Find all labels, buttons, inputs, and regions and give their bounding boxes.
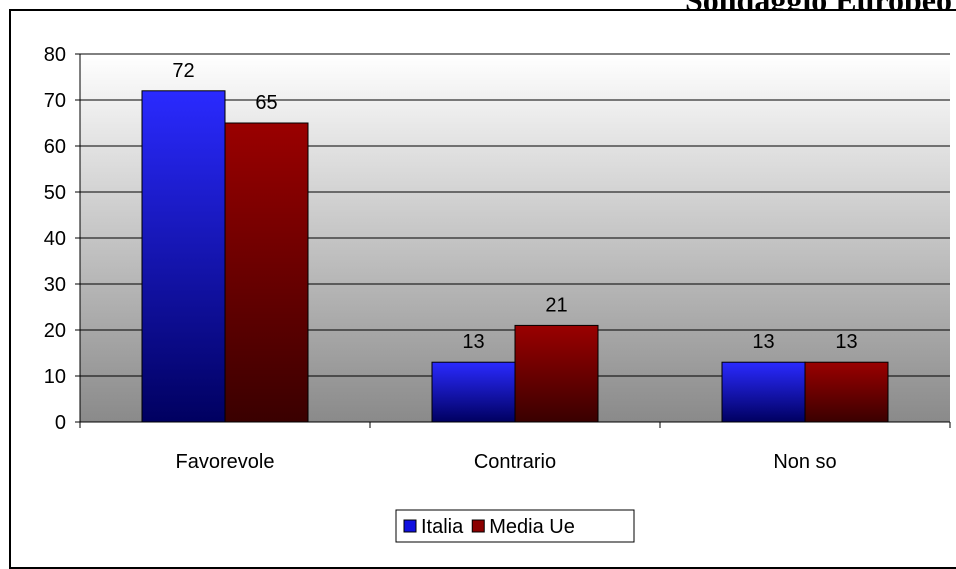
bar (721, 361, 806, 423)
y-tick-label: 60 (44, 136, 66, 158)
y-tick-label: 0 (55, 412, 66, 434)
y-tick-label: 80 (44, 44, 66, 66)
bar (431, 361, 516, 423)
data-label: 65 (255, 92, 277, 114)
data-label: 13 (835, 331, 857, 353)
data-label: 21 (545, 294, 567, 316)
bar (141, 90, 226, 423)
legend-swatch (471, 519, 485, 533)
bar (224, 122, 309, 423)
x-category-label: Non so (773, 451, 836, 473)
data-label: 13 (462, 331, 484, 353)
data-label: 72 (172, 60, 194, 82)
y-tick-label: 20 (44, 320, 66, 342)
x-category-label: Favorevole (176, 451, 275, 473)
x-category-label: Contrario (474, 451, 556, 473)
y-tick-label: 30 (44, 274, 66, 296)
legend-label: Media Ue (489, 516, 575, 538)
bar-chart: 72 65 13 21 13 13 0 10 20 30 40 50 60 70 80 Favorevole… (44, 44, 951, 543)
legend-swatch (403, 519, 417, 533)
bar (804, 361, 889, 423)
y-tick-label: 70 (44, 90, 66, 112)
legend-box (395, 509, 635, 543)
legend-label: Italia (421, 516, 464, 538)
y-tick-label: 10 (44, 366, 66, 388)
y-tick-label: 40 (44, 228, 66, 250)
data-label: 13 (752, 331, 774, 353)
bar (514, 324, 599, 423)
y-tick-label: 50 (44, 182, 66, 204)
